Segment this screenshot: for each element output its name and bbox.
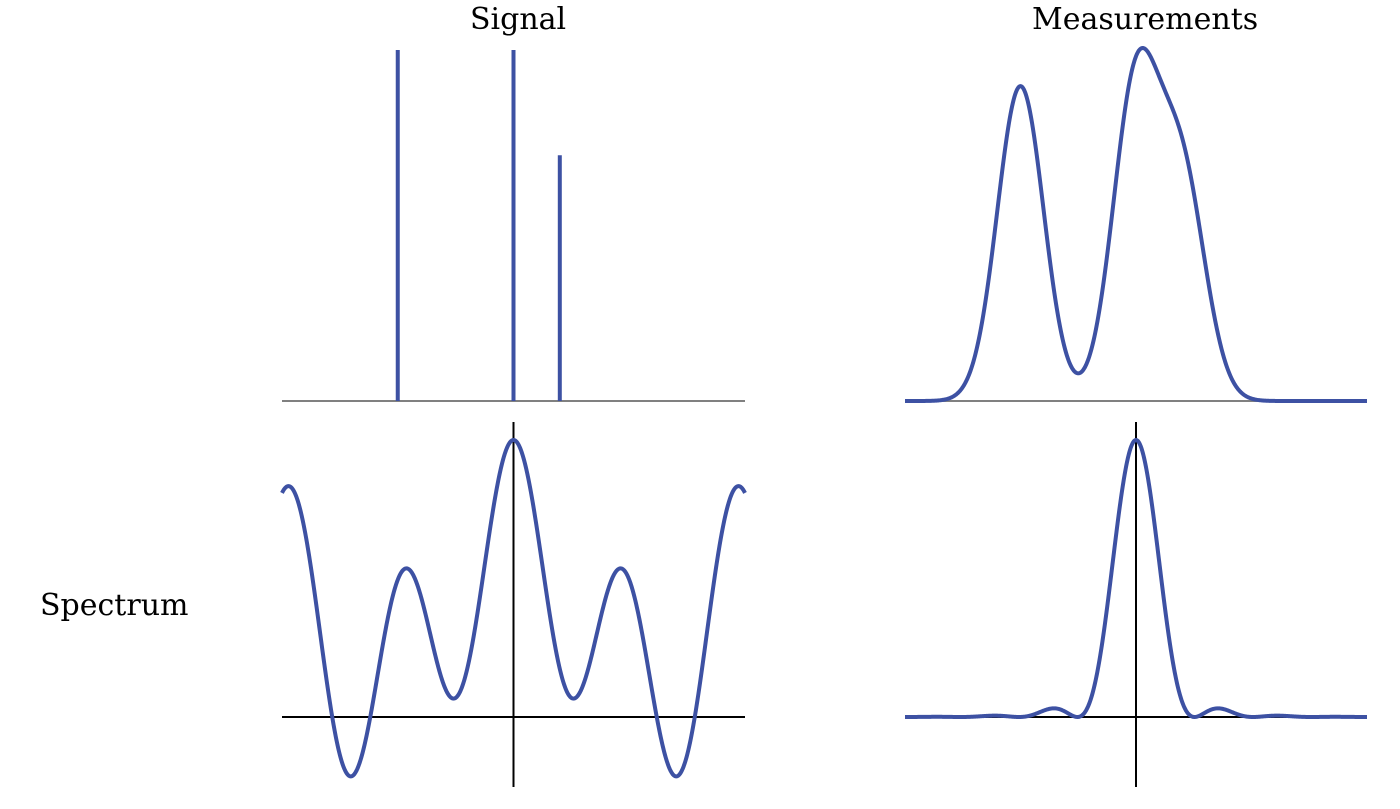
signal-title: Signal (470, 2, 567, 37)
kernel-curve (903, 438, 1369, 719)
measurements-curve (903, 46, 1369, 403)
measurements-panel (903, 46, 1369, 403)
spectrum-curve (280, 438, 747, 779)
measurements-title: Measurements (1032, 2, 1259, 37)
signal-panel (282, 50, 745, 402)
signal-spectrum-panel (280, 422, 747, 787)
kernel-spectrum-panel (903, 422, 1369, 787)
spectrum-row-label: Spectrum (40, 588, 189, 623)
